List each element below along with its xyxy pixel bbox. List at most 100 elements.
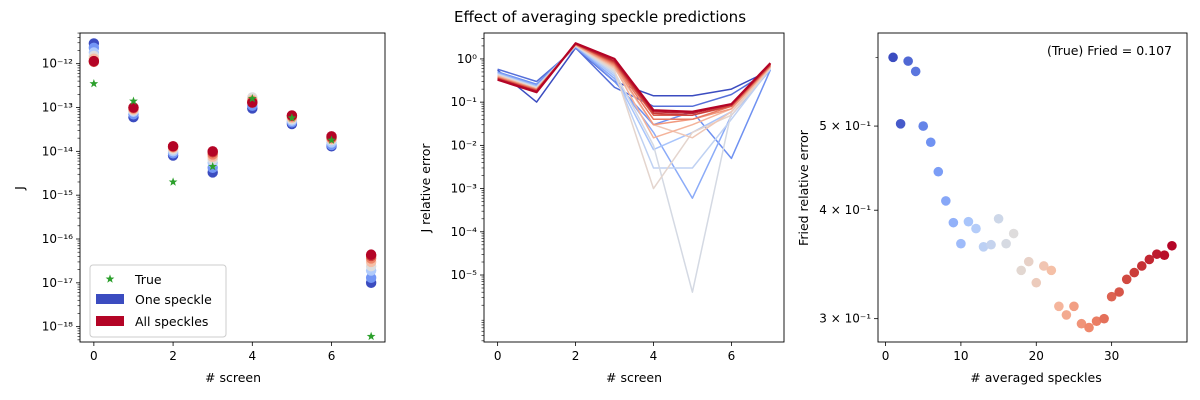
speckle-estimate-dot: [128, 102, 139, 113]
legend-star-icon: [105, 274, 115, 283]
fried-error-dot: [1023, 256, 1034, 267]
fried-error-dot: [956, 238, 966, 249]
fried-relative-error-chart: 0 10 20 30 3 × 10⁻¹ 4 × 10⁻¹ 5 × 10⁻¹ (True) F…: [796, 32, 1188, 385]
fried-error-dot: [1091, 316, 1102, 326]
x-tick-label: 20: [1029, 349, 1044, 363]
x-tick-label: 2: [169, 349, 177, 363]
speckle-estimate-dot: [365, 249, 377, 260]
true-value-star: [327, 135, 336, 144]
fried-error-dot: [1136, 261, 1147, 271]
x-tick-label: 4: [248, 349, 256, 363]
fried-error-dot: [1152, 249, 1162, 259]
fried-error-dot: [978, 242, 989, 252]
fried-error-dot: [1046, 265, 1057, 276]
y-tick-label: 5 × 10⁻¹: [819, 119, 871, 133]
j-per-screen-legend: True One speckle All speckles: [89, 264, 227, 338]
y-tick-label: 4 × 10⁻¹: [819, 203, 871, 217]
j-per-screen-ylabel: J: [12, 186, 27, 191]
fried-error-dot: [993, 213, 1004, 224]
fried-error-dot: [895, 119, 906, 129]
fried-error-dot: [1031, 277, 1042, 288]
fried-error-dot: [1001, 238, 1011, 249]
fried-error-dot: [1121, 274, 1132, 285]
fried-error-dot: [1106, 291, 1117, 302]
x-tick-label: 30: [1104, 349, 1119, 363]
y-tick-label: 10⁻⁵: [451, 268, 478, 282]
j-relative-error-chart: 0 2 4 6 10⁻⁵ 10⁻⁴ 10⁻³ 10⁻² 10⁻¹ 10⁰ # screen J r…: [418, 32, 785, 385]
fried-relative-error-ylabel: Fried relative error: [796, 129, 811, 246]
true-value-star: [168, 177, 178, 186]
fried-error-dot: [1114, 287, 1124, 297]
j-relative-error-axes: 0 2 4 6 10⁻⁵ 10⁻⁴ 10⁻³ 10⁻² 10⁻¹ 10⁰: [451, 32, 785, 363]
fried-error-dot: [903, 56, 913, 66]
y-tick-label: 10⁻¹: [451, 95, 478, 109]
x-tick-label: 4: [650, 349, 658, 363]
figure-title: Effect of averaging speckle predictions: [454, 8, 746, 26]
fried-error-dot: [1129, 267, 1140, 278]
fried-true-annotation: (True) Fried = 0.107: [1047, 43, 1172, 58]
y-tick-label: 10⁻²: [451, 138, 478, 152]
legend-all-speckles-swatch: [96, 316, 124, 326]
j-relative-error-ylabel: J relative error: [418, 143, 433, 234]
fried-error-dot: [1076, 318, 1087, 329]
x-tick-label: 2: [572, 349, 580, 363]
fried-error-dot: [948, 217, 959, 228]
j-per-screen-chart: 0 2 4 610⁻¹⁸10⁻¹⁷10⁻¹⁶10⁻¹⁵10⁻¹⁴10⁻¹³10⁻¹² …: [12, 32, 386, 385]
fried-error-dot: [971, 223, 981, 234]
y-tick-label: 10⁻¹⁸: [42, 320, 73, 334]
legend-one-speckle-swatch: [96, 294, 124, 304]
true-value-star: [247, 93, 257, 103]
y-tick-label: 10⁻¹²: [42, 57, 73, 71]
j-relative-error-xlabel: # screen: [606, 370, 662, 385]
x-tick-label: 6: [328, 349, 336, 363]
fried-error-dot: [1084, 322, 1094, 333]
fried-error-dot: [1099, 313, 1109, 324]
j-per-screen-marks: [88, 38, 377, 341]
fried-error-dot: [1008, 228, 1019, 239]
axes-frame: [79, 32, 386, 343]
j-per-screen-xlabel: # screen: [205, 370, 261, 385]
fried-error-dot: [1016, 265, 1026, 276]
axes-frame: [483, 32, 785, 343]
speckle-estimate-dot: [247, 97, 258, 108]
true-value-star: [366, 331, 376, 341]
legend-one-speckle-label: One speckle: [135, 292, 212, 307]
legend-true-label: True: [134, 272, 162, 287]
speckle-estimate-dot: [167, 141, 179, 152]
true-value-star: [89, 79, 99, 88]
y-tick-label: 10⁻¹⁷: [42, 276, 73, 290]
error-series-line: [497, 42, 772, 113]
fried-error-dot: [1054, 301, 1064, 312]
fried-error-dot: [963, 216, 974, 227]
fried-error-dot: [986, 239, 996, 250]
y-tick-label: 3 × 10⁻¹: [819, 312, 871, 326]
fried-error-dot: [1069, 301, 1079, 312]
speckle-estimate-dot: [365, 272, 377, 284]
y-tick-label: 10⁻⁴: [451, 225, 478, 239]
axes-frame: [877, 32, 1188, 343]
fried-relative-error-axes: 0 10 20 30 3 × 10⁻¹ 4 × 10⁻¹ 5 × 10⁻¹: [819, 32, 1188, 363]
speckle-estimate-dot: [207, 146, 218, 157]
y-tick-label: 10⁻¹⁵: [42, 188, 73, 202]
fried-error-dot: [941, 196, 951, 206]
fried-error-dot: [1144, 254, 1155, 265]
true-value-star: [208, 161, 218, 171]
fried-error-dot: [1159, 250, 1170, 261]
y-tick-label: 10⁻¹⁶: [42, 232, 73, 246]
fried-error-dot: [910, 66, 921, 77]
fried-error-dot: [933, 166, 944, 177]
x-tick-label: 0: [494, 349, 502, 363]
fried-error-dot: [925, 137, 936, 148]
x-tick-label: 6: [728, 349, 736, 363]
fried-relative-error-points: [888, 52, 1177, 333]
true-value-star: [287, 113, 297, 122]
j-relative-error-lines: [497, 42, 772, 293]
fried-error-dot: [918, 121, 929, 131]
x-tick-label: 10: [953, 349, 968, 363]
true-value-star: [129, 96, 138, 105]
fried-error-dot: [888, 52, 898, 63]
y-tick-label: 10⁻¹³: [42, 101, 73, 115]
fried-error-dot: [1061, 310, 1072, 320]
speckle-estimate-dot: [88, 55, 100, 67]
